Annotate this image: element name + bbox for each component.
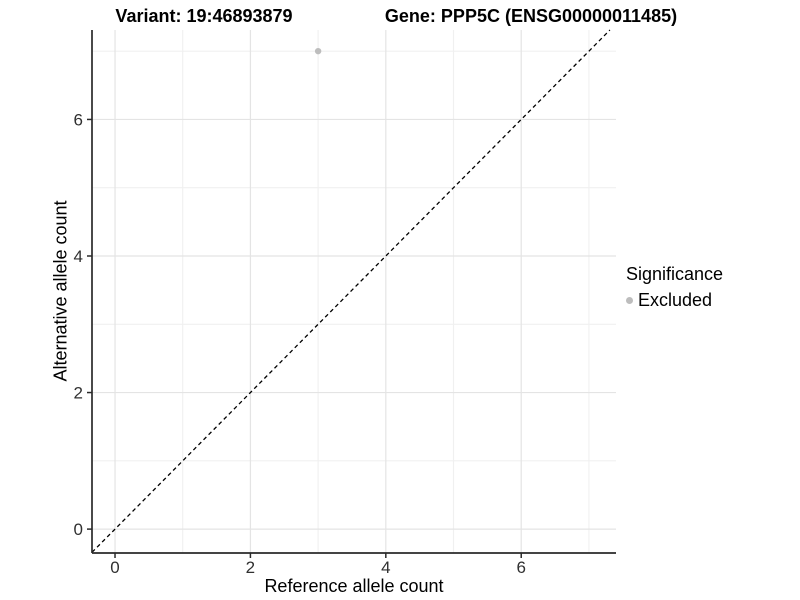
data-point — [314, 47, 322, 55]
y-tick-label: 2 — [74, 384, 83, 403]
x-axis-title: Reference allele count — [264, 576, 444, 596]
identity-reference-line — [91, 29, 611, 553]
legend: Significance Excluded — [626, 264, 723, 311]
x-tick-label: 0 — [110, 558, 119, 577]
legend-entry-excluded: Excluded — [626, 290, 723, 311]
legend-title: Significance — [626, 264, 724, 284]
y-tick-label: 4 — [74, 247, 83, 266]
y-tick-label: 0 — [74, 520, 83, 539]
gene-title: Gene: PPP5C (ENSG00000011485) — [384, 6, 678, 26]
x-tick-label: 4 — [381, 558, 390, 577]
x-tick-label: 6 — [516, 558, 525, 577]
y-tick-label: 6 — [74, 110, 83, 129]
variant-title: Variant: 19:46893879 — [115, 6, 293, 26]
legend-point-icon — [626, 297, 633, 304]
x-tick-label: 2 — [246, 558, 255, 577]
legend-entry-label: Excluded — [638, 290, 713, 310]
y-axis-title: Alternative allele count — [50, 200, 71, 382]
